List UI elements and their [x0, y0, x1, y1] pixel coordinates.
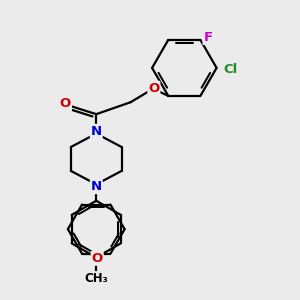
Text: F: F: [203, 31, 212, 44]
Text: N: N: [91, 125, 102, 138]
Text: O: O: [92, 252, 103, 265]
Text: O: O: [148, 82, 160, 95]
Text: methoxy: methoxy: [93, 278, 99, 279]
Text: O: O: [60, 97, 71, 110]
Text: Cl: Cl: [223, 63, 237, 76]
Text: N: N: [91, 180, 102, 193]
Text: CH₃: CH₃: [84, 272, 108, 285]
